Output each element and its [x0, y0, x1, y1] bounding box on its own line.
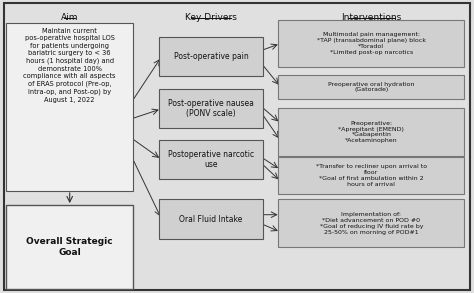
Text: Post-operative pain: Post-operative pain	[173, 52, 248, 61]
Text: Preoperative:
*Aprepitant (EMEND)
*Gabapentin
*Acetaminophen: Preoperative: *Aprepitant (EMEND) *Gabap…	[338, 121, 404, 143]
Text: Interventions: Interventions	[341, 13, 401, 22]
FancyBboxPatch shape	[278, 200, 465, 247]
Text: Oral Fluid Intake: Oral Fluid Intake	[179, 214, 243, 224]
Text: Overall Strategic
Goal: Overall Strategic Goal	[27, 236, 113, 257]
FancyBboxPatch shape	[159, 37, 263, 76]
FancyBboxPatch shape	[159, 140, 263, 179]
Text: Key Drivers: Key Drivers	[185, 13, 237, 22]
FancyBboxPatch shape	[278, 20, 465, 67]
Text: Aim: Aim	[61, 13, 79, 22]
FancyBboxPatch shape	[278, 108, 465, 156]
Text: Postoperative narcotic
use: Postoperative narcotic use	[168, 150, 254, 169]
Text: Multimodal pain management:
*TAP (transabdominal plane) block
*Toradol
*Limited : Multimodal pain management: *TAP (transa…	[317, 32, 426, 55]
FancyBboxPatch shape	[6, 23, 133, 192]
FancyBboxPatch shape	[159, 89, 263, 128]
FancyBboxPatch shape	[6, 205, 133, 289]
Text: Maintain current
pos-operative hospital LOS
for patients undergoing
bariatric su: Maintain current pos-operative hospital …	[24, 28, 116, 103]
FancyBboxPatch shape	[278, 75, 465, 99]
FancyBboxPatch shape	[278, 157, 465, 194]
Text: Preoperative oral hydration
(Gatorade): Preoperative oral hydration (Gatorade)	[328, 82, 415, 92]
Text: Post-operative nausea
(PONV scale): Post-operative nausea (PONV scale)	[168, 99, 254, 118]
Text: Implementation of:
*Diet advancement on POD #0
*Goal of reducing IV fluid rate b: Implementation of: *Diet advancement on …	[319, 212, 423, 235]
FancyBboxPatch shape	[4, 3, 470, 290]
Text: *Transfer to recliner upon arrival to
floor
*Goal of first ambulation within 2
h: *Transfer to recliner upon arrival to fl…	[316, 164, 427, 187]
FancyBboxPatch shape	[159, 200, 263, 239]
